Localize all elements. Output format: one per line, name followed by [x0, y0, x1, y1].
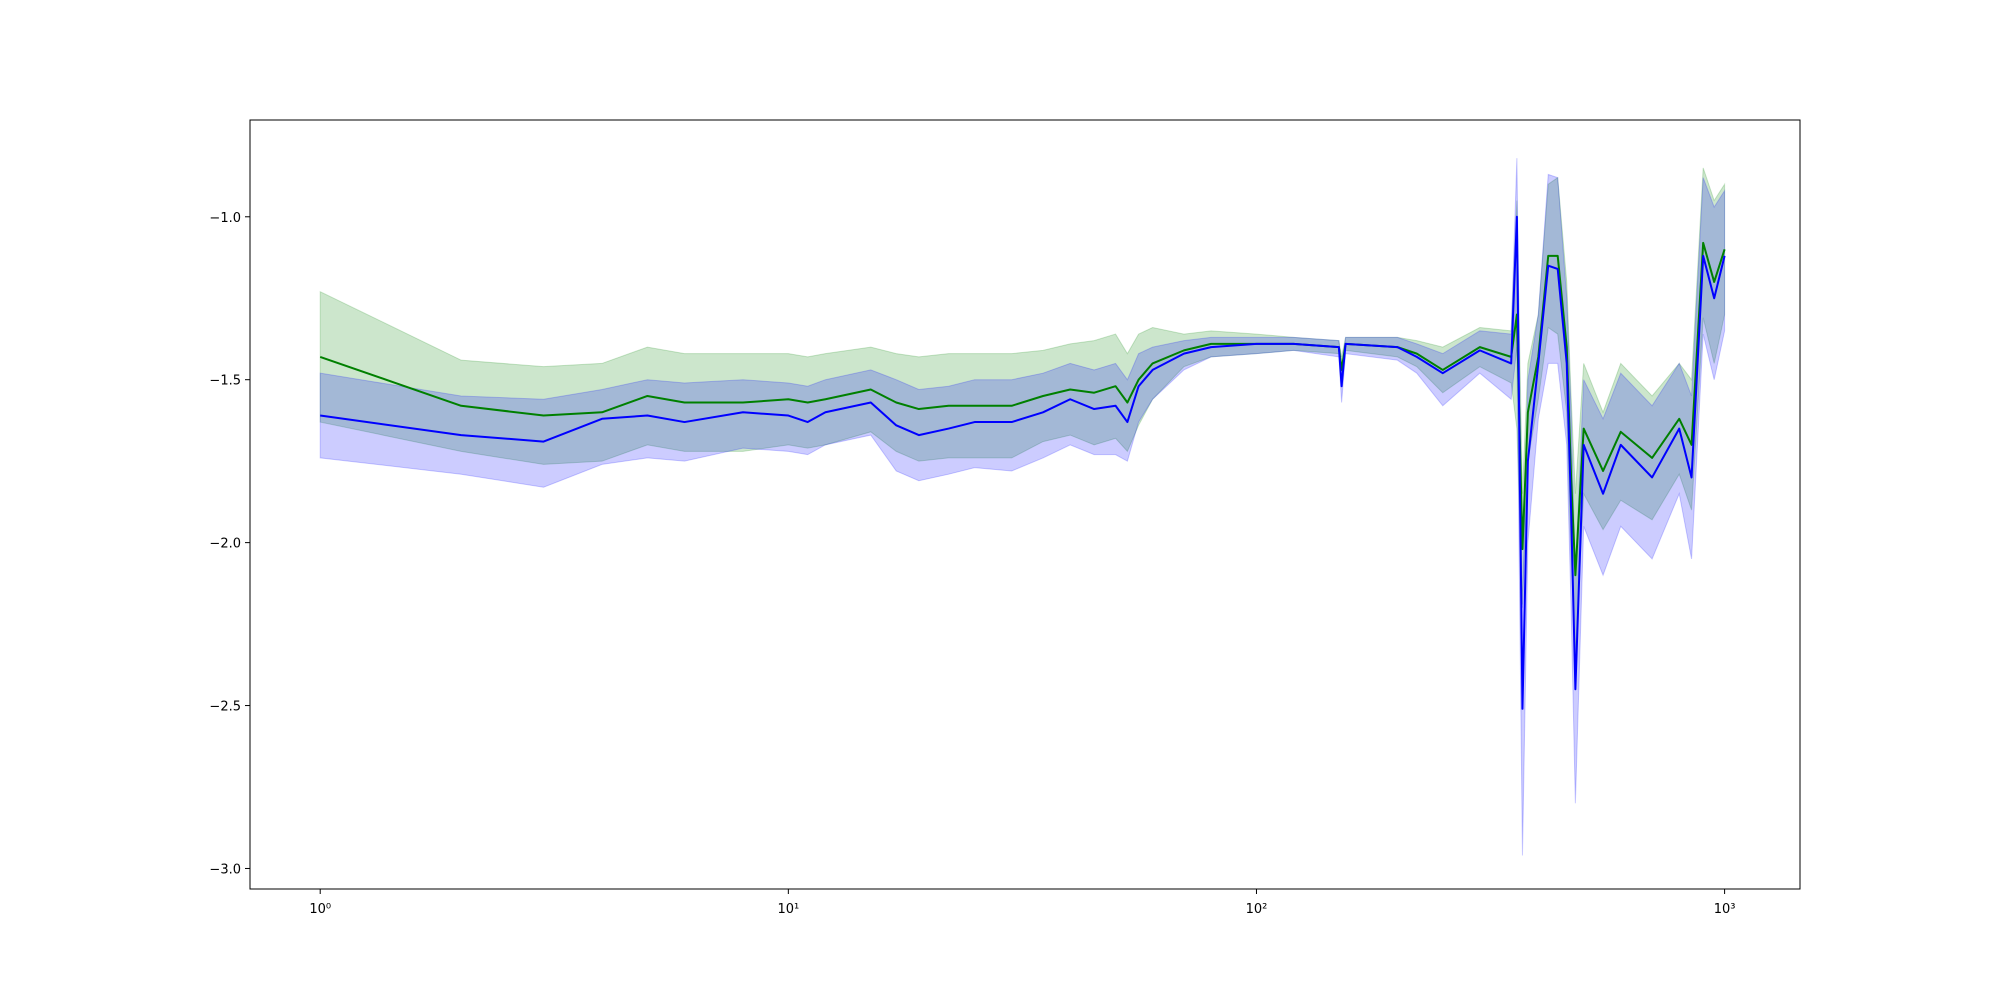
y-tick-label: −1.5 — [209, 374, 241, 389]
x-tick-label: 10⁰ — [309, 902, 331, 917]
y-tick-label: −1.0 — [209, 211, 241, 226]
band — [319, 158, 1726, 856]
x-tick-label: 10¹ — [777, 902, 799, 917]
x-tick-label: 10² — [1246, 902, 1268, 917]
axes-frame — [249, 119, 1801, 890]
y-tick-label: −2.5 — [209, 700, 241, 715]
band — [319, 167, 1726, 657]
y-tick-label: −3.0 — [209, 862, 241, 877]
line — [320, 215, 1726, 710]
y-tick-label: −2.0 — [209, 537, 241, 552]
x-tick-label: 10³ — [1714, 902, 1736, 917]
